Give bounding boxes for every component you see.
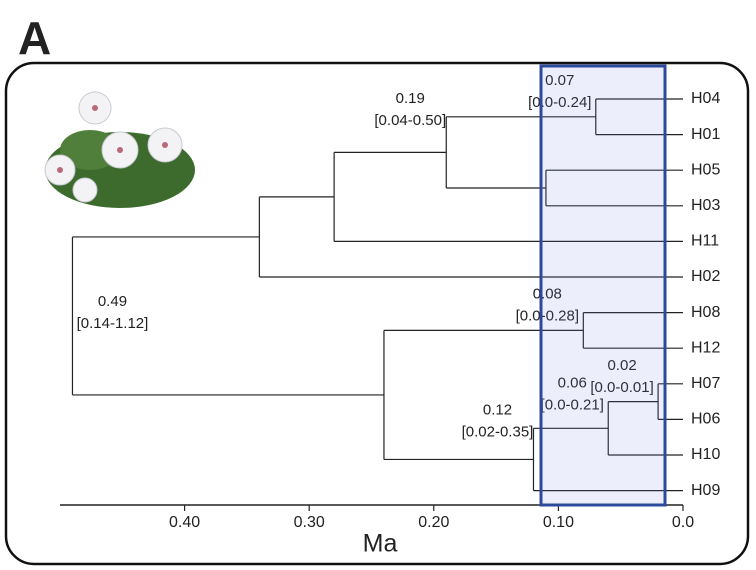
node-interval: [0.0-0.01] bbox=[590, 379, 653, 396]
x-tick-label: 0.0 bbox=[672, 514, 694, 531]
tip-label: H10 bbox=[691, 446, 720, 463]
panel-label: A bbox=[18, 12, 51, 64]
tip-label: H01 bbox=[691, 126, 720, 143]
node-interval: [0.0-0.28] bbox=[516, 308, 579, 325]
tip-label: H08 bbox=[691, 304, 720, 321]
node-interval: [0.0-0.24] bbox=[528, 94, 591, 111]
node-age-label: 0.06 bbox=[558, 375, 587, 392]
tip-label: H07 bbox=[691, 375, 720, 392]
tip-label: H05 bbox=[691, 161, 720, 178]
node-interval: [0.04-0.50] bbox=[374, 112, 446, 129]
node-age-label: 0.02 bbox=[607, 357, 636, 374]
tip-label: H09 bbox=[691, 482, 720, 499]
x-tick-label: 0.30 bbox=[294, 514, 325, 531]
tip-label: H02 bbox=[691, 268, 720, 285]
x-tick-label: 0.20 bbox=[418, 514, 449, 531]
node-age-label: 0.19 bbox=[396, 90, 425, 107]
x-tick-label: 0.40 bbox=[169, 514, 200, 531]
tip-label: H11 bbox=[691, 233, 719, 250]
tip-label: H04 bbox=[691, 90, 720, 107]
node-interval: [0.02-0.35] bbox=[462, 423, 534, 440]
node-interval: [0.14-1.12] bbox=[77, 315, 149, 332]
tip-label: H12 bbox=[691, 339, 720, 356]
tip-label: H03 bbox=[691, 197, 720, 214]
x-tick-label: 0.10 bbox=[543, 514, 574, 531]
node-age-label: 0.49 bbox=[98, 293, 127, 310]
node-age-label: 0.07 bbox=[545, 72, 574, 89]
highlight-box bbox=[539, 64, 667, 507]
node-age-label: 0.12 bbox=[483, 401, 512, 418]
node-interval: [0.0-0.21] bbox=[541, 397, 604, 414]
frame bbox=[4, 61, 750, 566]
x-axis-label: Ma bbox=[363, 530, 398, 558]
flower-illustration bbox=[44, 91, 195, 208]
tip-label: H06 bbox=[691, 411, 720, 428]
